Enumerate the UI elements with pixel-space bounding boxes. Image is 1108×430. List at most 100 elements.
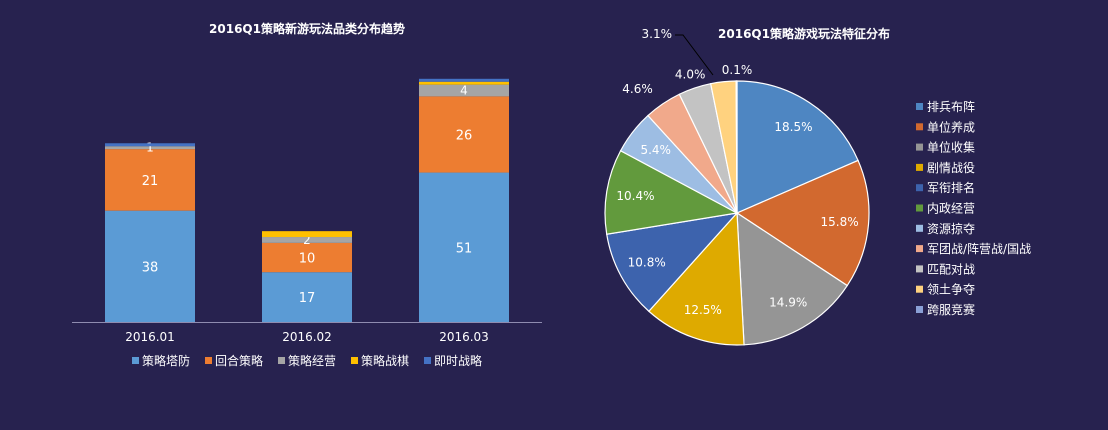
bar-segment-2-2 [262,242,352,273]
bar-segment-3-5 [419,78,509,82]
pie-legend-label: 排兵布阵 [927,100,975,114]
bar-legend: 策略塔防 回合策略 策略经营 策略战棋 即时战略 [132,353,482,368]
bar-segment-2-3 [262,237,352,243]
bar-legend-swatch [205,357,212,364]
pie-legend-item: 资源掠夺 [916,221,975,236]
bar-legend-label: 策略战棋 [361,353,409,368]
pie-legend-item: 内政经营 [916,202,975,216]
bar-data-label: 26 [456,128,473,143]
bar-data-label: 4 [460,84,468,98]
bar-legend-item: 回合策略 [205,353,263,368]
pie-legend-item: 匹配对战 [916,262,975,276]
pie-chart-title: 2016Q1策略游戏玩法特征分布 [718,26,890,41]
bar-segment-1-2 [105,149,195,211]
bar-legend-item: 策略战棋 [351,353,409,368]
pie-slice-6 [604,149,739,235]
pie-slice-1 [736,80,859,214]
bar-data-label: 51 [456,241,473,256]
pie-data-label: 3.1% [642,27,673,41]
pie-slices [604,80,870,346]
bar-plot-area: 38 21 1 17 10 2 51 26 4 [105,78,509,322]
pie-legend-swatch [916,224,923,232]
bar-data-label: 21 [142,174,159,189]
pie-slice-11 [735,80,738,214]
pie-chart: 2016Q1策略游戏玩法特征分布 18.5% 15.8% 14.9% 12.5% 10.… [604,26,1031,346]
bar-data-label: 1 [146,141,154,155]
bar-x-tick-labels: 2016.01 2016.02 2016.03 [125,330,489,344]
pie-leader-line [675,34,714,76]
pie-legend-label: 内政经营 [927,202,975,216]
pie-legend-swatch [916,103,923,110]
pie-legend-item: 排兵布阵 [916,100,975,114]
bar-segment-3-3 [419,84,509,97]
pie-slice-5 [606,212,739,313]
bar-segment-1-3 [105,146,195,150]
bar-data-label: 17 [299,291,316,306]
bar-data-label: 38 [142,260,159,275]
bar-segment-2-4 [262,231,352,238]
pie-legend-label: 单位养成 [927,119,975,134]
bar-segment-3-2 [419,96,509,173]
bar-legend-item: 策略经营 [278,353,336,368]
pie-legend-label: 军团战/阵营战/国战 [927,242,1031,256]
bar-x-tick-label: 2016.01 [125,330,175,344]
pie-data-label: 5.4% [640,143,671,157]
pie-data-label: 14.9% [769,295,807,309]
pie-data-labels: 18.5% 15.8% 14.9% 12.5% 10.8% 10.4% 5.4% 4.6% 4.… [616,27,858,317]
pie-legend-item: 单位养成 [916,119,975,134]
pie-data-label: 18.5% [774,120,812,134]
pie-legend-swatch [916,204,923,212]
pie-data-label: 10.4% [616,189,654,203]
bar-segment-1-1 [105,210,195,322]
pie-legend-swatch [916,265,923,273]
pie-legend-label: 单位收集 [927,140,975,155]
bar-legend-swatch [351,357,358,364]
bar-legend-swatch [278,357,285,364]
pie-legend-swatch [916,245,923,253]
pie-legend-item: 军衔排名 [916,180,975,195]
pie-slice-3 [736,211,849,346]
pie-data-label: 0.1% [722,63,753,77]
bar-segment-3-1 [419,172,509,322]
bar-data-label: 10 [299,252,316,267]
pie-legend-swatch [916,184,923,192]
pie-slice-2 [735,159,870,287]
bar-legend-label: 即时战略 [434,353,482,368]
bar-chart-title: 2016Q1策略新游玩法品类分布趋势 [209,21,405,36]
pie-legend-item: 领土争夺 [916,283,975,297]
pie-legend-swatch [916,306,923,313]
bar-legend-swatch [424,357,431,364]
pie-data-label: 4.0% [675,68,706,82]
bar-chart: 2016Q1策略新游玩法品类分布趋势 38 21 1 17 10 2 51 26 4 2016.… [72,21,542,368]
bar-data-label: 2 [303,233,311,247]
bar-legend-item: 即时战略 [424,353,482,368]
pie-legend-label: 资源掠夺 [927,221,975,236]
pie-legend-item: 单位收集 [916,140,975,155]
pie-legend-label: 军衔排名 [927,180,975,195]
pie-legend-label: 跨服竞赛 [927,302,975,317]
bar-legend-label: 策略塔防 [142,353,190,368]
bar-legend-label: 策略经营 [288,353,336,368]
bar-x-tick-label: 2016.02 [282,330,332,344]
pie-legend-label: 剧情战役 [927,160,975,175]
pie-data-label: 4.6% [622,82,653,96]
pie-data-label: 15.8% [821,215,859,229]
pie-legend-swatch [916,123,923,131]
pie-data-label: 12.5% [684,303,722,317]
bar-segment-2-1 [262,272,352,322]
bar-segment-1-5 [105,143,195,147]
pie-legend: 排兵布阵单位养成单位收集剧情战役军衔排名内政经营资源掠夺军团战/阵营战/国战匹配… [916,100,1031,317]
bar-legend-swatch [132,357,139,364]
pie-slice-4 [648,211,745,346]
pie-legend-label: 领土争夺 [927,283,975,297]
pie-legend-swatch [916,285,923,293]
bar-legend-item: 策略塔防 [132,353,190,368]
bar-x-tick-label: 2016.03 [439,330,489,344]
pie-legend-label: 匹配对战 [927,262,975,276]
bar-legend-label: 回合策略 [215,353,263,368]
pie-data-label: 10.8% [628,255,666,269]
pie-legend-swatch [916,163,923,171]
bar-segment-3-4 [419,81,509,85]
pie-legend-item: 军团战/阵营战/国战 [916,242,1031,256]
